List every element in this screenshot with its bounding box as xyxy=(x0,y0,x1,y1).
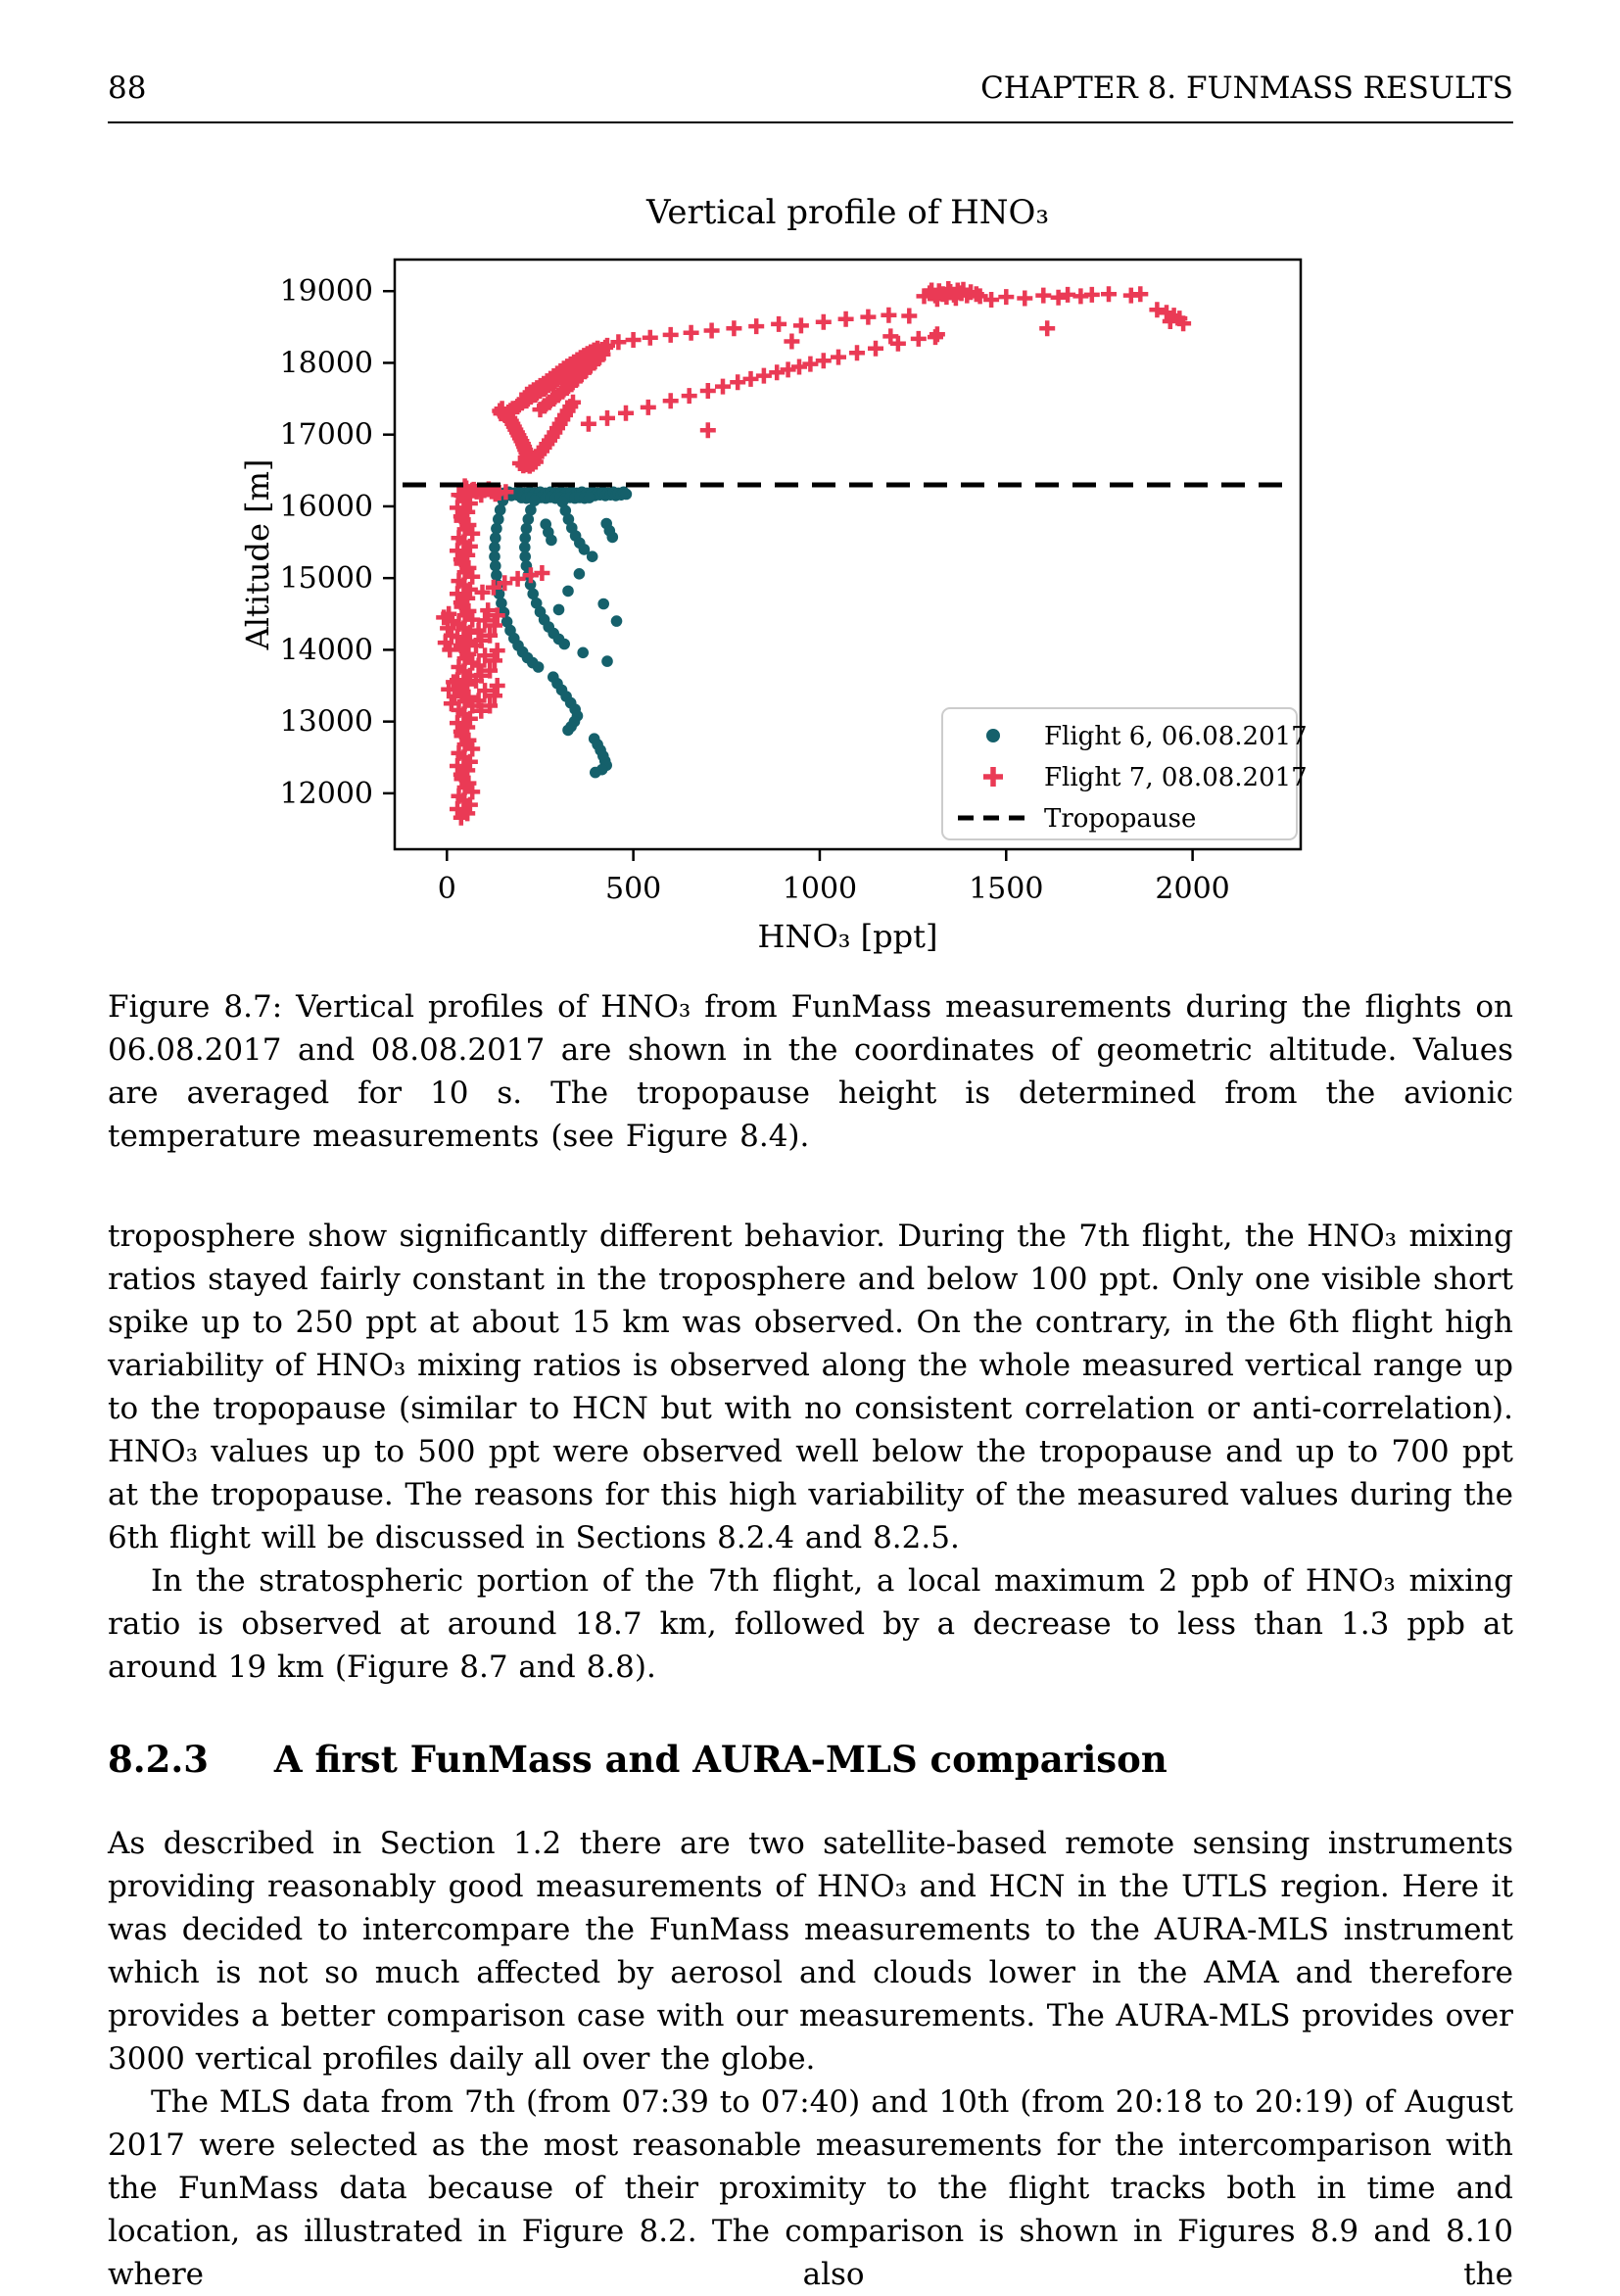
page-number: 88 xyxy=(108,71,147,106)
y-tick-label: 13000 xyxy=(280,705,373,740)
x-tick-label: 1500 xyxy=(969,872,1043,906)
legend-plus-swatch xyxy=(983,767,1003,787)
paragraph-3: As described in Section 1.2 there are tw… xyxy=(108,1826,1513,2077)
y-tick-label: 17000 xyxy=(280,418,373,453)
figure-8-7: Vertical profile of HNO₃ 0 500 1000 1500 2000… xyxy=(235,147,1371,960)
section-title: A first FunMass and AURA-MLS comparison xyxy=(273,1738,1167,1781)
section-heading: 8.2.3 A first FunMass and AURA-MLS compa… xyxy=(108,1738,1513,1781)
paragraph-1: troposphere show significantly different… xyxy=(108,1219,1513,1555)
y-axis-label: Altitude [m] xyxy=(239,459,276,651)
x-tick-label: 500 xyxy=(605,872,661,906)
paragraph-4: The MLS data from 7th (from 07:39 to 07:… xyxy=(108,2084,1513,2292)
x-tick-label: 1000 xyxy=(783,872,857,906)
figure-caption: Figure 8.7: Vertical profiles of HNO₃ fr… xyxy=(108,989,1513,1154)
paragraph-2: In the stratospheric portion of the 7th … xyxy=(108,1563,1513,1685)
y-tick-label: 19000 xyxy=(280,274,373,309)
legend-dot-swatch xyxy=(986,729,1000,742)
y-tick-label: 16000 xyxy=(280,490,373,524)
plot-frame xyxy=(393,258,1303,851)
legend-label: Flight 6, 06.08.2017 xyxy=(1044,722,1308,751)
x-tick-label: 2000 xyxy=(1155,872,1229,906)
scatter-series-dots xyxy=(489,486,633,779)
legend-box xyxy=(941,707,1298,840)
y-tick-label: 12000 xyxy=(280,777,373,811)
legend-label: Flight 7, 08.08.2017 xyxy=(1044,763,1308,792)
y-tick-label: 14000 xyxy=(280,633,373,667)
x-axis-label: HNO₃ [ppt] xyxy=(758,918,938,955)
page-header: 88 CHAPTER 8. FUNMASS RESULTS xyxy=(108,71,1513,123)
body-text: troposphere show significantly different… xyxy=(108,1215,1513,2296)
legend-label: Tropopause xyxy=(1044,804,1196,834)
chart-title: Vertical profile of HNO₃ xyxy=(645,193,1049,232)
section-number: 8.2.3 xyxy=(108,1738,209,1781)
scatter-series-plus xyxy=(436,281,1192,826)
hno3-profile-chart: Vertical profile of HNO₃ 0 500 1000 1500 2000… xyxy=(239,193,1308,955)
y-tick-label: 18000 xyxy=(280,346,373,380)
x-tick-label: 0 xyxy=(438,872,456,906)
y-tick-label: 15000 xyxy=(280,561,373,596)
chapter-title: CHAPTER 8. FUNMASS RESULTS xyxy=(980,71,1513,106)
